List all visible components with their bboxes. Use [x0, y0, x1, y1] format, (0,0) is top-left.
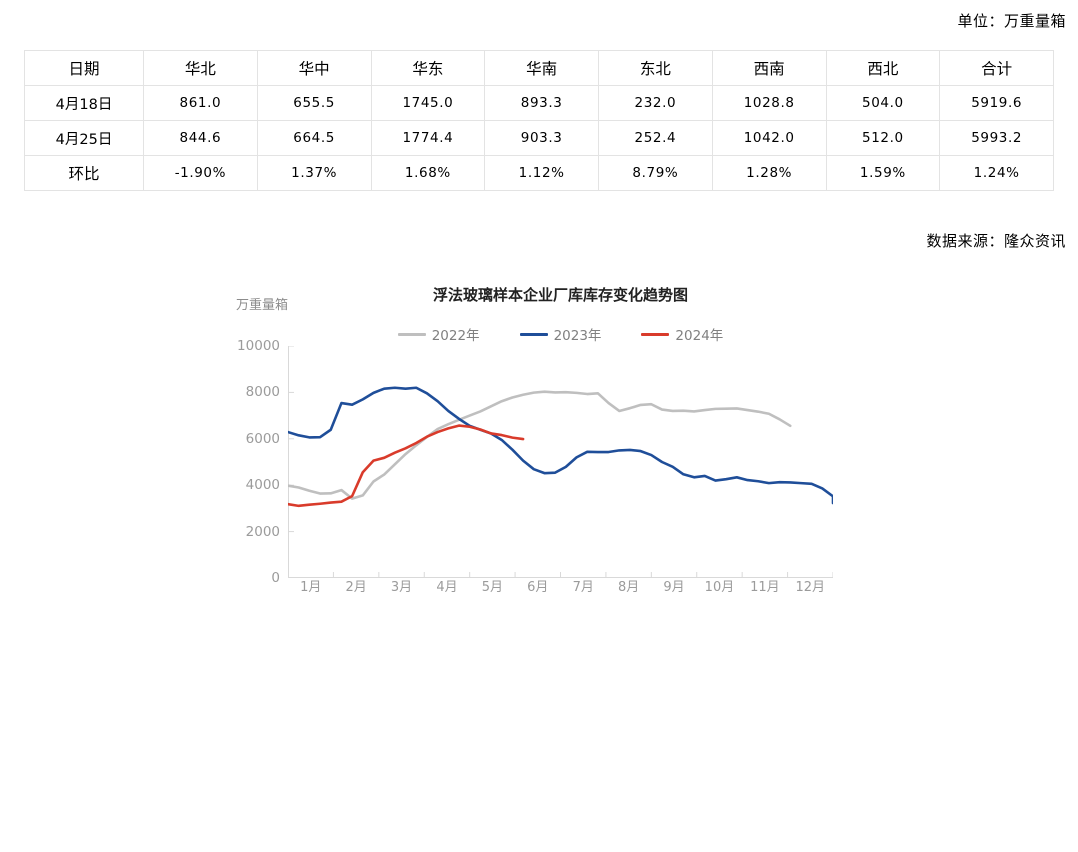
table-cell: 1.28% — [711, 155, 827, 191]
x-axis-tick-label: 3月 — [390, 580, 413, 595]
table-header-cell-huazhong: 华中 — [256, 50, 372, 86]
table-cell: 1.12% — [484, 155, 599, 191]
x-axis-tick-label: 11月 — [750, 580, 780, 595]
chart-y-axis-title: 万重量箱 — [236, 298, 289, 313]
legend-swatch-icon — [519, 332, 548, 336]
table-header-cell-date: 日期 — [24, 50, 144, 86]
legend-swatch-icon — [397, 332, 426, 336]
inventory-table-wrapper: 日期 华北 华中 华东 华南 东北 西南 西北 合计 4月18日 861.0 6… — [24, 50, 1054, 191]
table-cell: 1745.0 — [370, 85, 486, 121]
table-cell: 1.68% — [370, 155, 486, 191]
table-cell: 1.59% — [825, 155, 941, 191]
table-cell: 844.6 — [143, 120, 258, 156]
table-header-row: 日期 华北 华中 华东 华南 东北 西南 西北 合计 — [24, 50, 1054, 86]
table-cell: 903.3 — [484, 120, 599, 156]
table-cell: 655.5 — [256, 85, 372, 121]
table-cell: 893.3 — [484, 85, 599, 121]
table-header-cell-xinan: 西南 — [711, 50, 827, 86]
inventory-table: 日期 华北 华中 华东 华南 东北 西南 西北 合计 4月18日 861.0 6… — [24, 50, 1054, 191]
table-header-cell-xibei: 西北 — [825, 50, 941, 86]
legend-item-2022[interactable]: 2022年 — [397, 324, 480, 344]
chart-title: 浮法玻璃样本企业厂库库存变化趋势图 — [432, 286, 688, 304]
chart-plot-area — [288, 346, 833, 852]
table-cell: 5993.2 — [939, 120, 1054, 156]
y-axis-tick-label: 2000 — [245, 523, 280, 540]
table-cell: 1028.8 — [711, 85, 827, 121]
table-cell: 664.5 — [256, 120, 372, 156]
unit-caption: 单位：万重量箱 — [957, 12, 1066, 30]
legend-label: 2024年 — [675, 328, 724, 344]
x-axis-tick-label: 9月 — [663, 580, 685, 595]
y-axis-tick-label: 8000 — [245, 384, 280, 401]
legend-label: 2022年 — [431, 328, 480, 344]
x-axis-tick-label: 12月 — [795, 580, 826, 595]
table-cell: 861.0 — [143, 85, 258, 121]
table-cell: 252.4 — [598, 120, 713, 156]
x-axis-tick-label: 5月 — [481, 580, 504, 595]
x-axis-tick-label: 2月 — [345, 580, 367, 595]
table-cell: -1.90% — [143, 155, 258, 191]
table-cell-row-label: 4月25日 — [24, 120, 144, 156]
legend-item-2024[interactable]: 2024年 — [641, 324, 723, 344]
table-cell: 1774.4 — [370, 120, 486, 156]
chart-legend: 2022年 2023年 2024年 — [288, 324, 833, 344]
table-cell: 232.0 — [598, 85, 713, 121]
y-axis-tick-label: 0 — [271, 570, 280, 586]
y-axis-tick-label: 6000 — [245, 430, 280, 447]
y-axis-tick-label: 10000 — [237, 338, 280, 354]
table-row: 4月25日 844.6 664.5 1774.4 903.3 252.4 104… — [24, 120, 1054, 156]
table-cell: 8.79% — [598, 155, 713, 191]
table-cell-row-label: 环比 — [24, 155, 144, 191]
chart-y-axis-ticks: 10000 8000 6000 4000 2000 0 — [228, 338, 280, 586]
table-cell: 1.24% — [939, 155, 1054, 191]
table-cell: 504.0 — [825, 85, 941, 121]
table-header-cell-huadong: 华东 — [370, 50, 486, 86]
legend-swatch-icon — [641, 332, 670, 336]
table-cell-row-label: 4月18日 — [24, 85, 144, 121]
inventory-trend-chart: 万重量箱 浮法玻璃样本企业厂库库存变化趋势图 2022年 2023年 2024年… — [0, 272, 1078, 624]
legend-label: 2023年 — [553, 328, 602, 344]
table-header-cell-huanan: 华南 — [484, 50, 599, 86]
y-axis-tick-label: 4000 — [245, 477, 280, 494]
table-cell: 1042.0 — [711, 120, 827, 156]
x-axis-tick-label: 7月 — [572, 580, 594, 595]
table-row: 4月18日 861.0 655.5 1745.0 893.3 232.0 102… — [24, 85, 1054, 121]
x-axis-tick-label: 1月 — [300, 580, 322, 595]
chart-x-axis-ticks: 1月 2月 3月 4月 5月 6月 7月 8月 9月 10月 11月 12月 — [288, 576, 833, 600]
table-header-cell-dongbei: 东北 — [598, 50, 713, 86]
table-cell: 5919.6 — [939, 85, 1054, 121]
legend-item-2023[interactable]: 2023年 — [519, 324, 602, 344]
chart-svg — [288, 346, 833, 578]
table-row: 环比 -1.90% 1.37% 1.68% 1.12% 8.79% 1.28% … — [24, 155, 1054, 191]
table-cell: 512.0 — [825, 120, 941, 156]
x-axis-tick-label: 6月 — [527, 580, 549, 595]
data-source-caption: 数据来源：隆众资讯 — [926, 232, 1066, 250]
table-cell: 1.37% — [256, 155, 372, 191]
table-header-cell-total: 合计 — [939, 50, 1054, 86]
table-header-cell-huabei: 华北 — [143, 50, 258, 86]
x-axis-tick-label: 4月 — [436, 580, 458, 595]
x-axis-tick-label: 8月 — [617, 580, 640, 595]
x-axis-tick-label: 10月 — [704, 580, 735, 595]
